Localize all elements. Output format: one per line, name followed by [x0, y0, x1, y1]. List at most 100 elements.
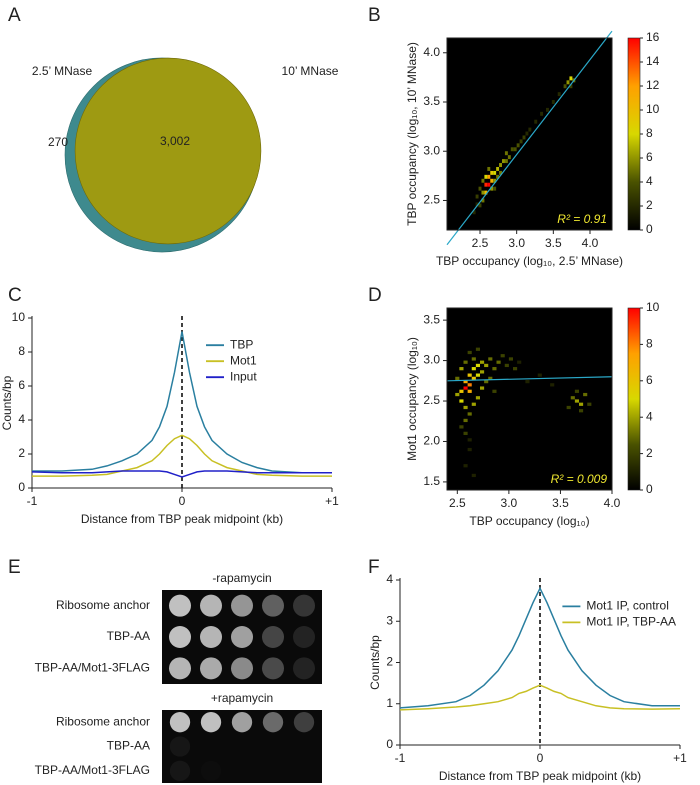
density-cell: [455, 392, 460, 397]
density-cell: [537, 373, 542, 377]
density-cell: [493, 186, 497, 191]
spot: [169, 736, 191, 757]
density-cell: [481, 178, 485, 183]
density-cell: [490, 186, 494, 191]
series-line: [31, 470, 332, 478]
density-cell: [550, 383, 555, 387]
density-cell: [557, 92, 561, 97]
density-cell: [475, 396, 480, 400]
x-tick-label: 3.0: [501, 496, 518, 510]
y-axis-label: Mot1 occupancy (log₁₀): [405, 337, 419, 461]
density-cell: [475, 373, 480, 377]
colorbar-tick-label: 0: [646, 482, 653, 496]
density-cell: [478, 186, 482, 191]
density-cell: [475, 363, 480, 368]
x-tick-label: -1: [27, 494, 38, 508]
series-line: [32, 434, 332, 477]
density-cell: [510, 147, 514, 152]
spot: [262, 712, 284, 733]
spot: [169, 760, 191, 781]
density-cell: [484, 190, 488, 195]
colorbar-tick-label: 6: [646, 373, 653, 387]
colorbar-tick-label: 8: [646, 126, 653, 140]
y-tick-label: 2.0: [423, 434, 440, 448]
x-tick-label: 0: [537, 751, 544, 765]
colorbar-tick-label: 16: [646, 30, 660, 44]
y-tick-label: 4.0: [423, 45, 440, 59]
density-cell: [467, 389, 472, 393]
panel-letter: A: [8, 5, 21, 26]
x-tick-label: 3.5: [552, 496, 569, 510]
density-cell: [490, 170, 494, 175]
density-cell: [467, 412, 472, 416]
density-cell: [513, 147, 517, 152]
density-cell: [504, 363, 509, 368]
strain-label: TBP-AA/Mot1-3FLAG: [35, 661, 150, 675]
panel-letter: D: [368, 285, 382, 306]
axes: [31, 316, 332, 489]
density-cell: [475, 194, 479, 199]
density-cell: [519, 139, 523, 144]
x-tick-label: 3.0: [508, 236, 525, 250]
y-tick-label: 2.5: [423, 193, 440, 207]
density-cell: [500, 354, 505, 358]
spot: [231, 594, 253, 617]
plot-frame: [446, 307, 613, 491]
overlap-circle: [74, 57, 262, 245]
density-cell: [455, 376, 460, 380]
set-label: 2.5’ MNase: [32, 64, 93, 78]
density-cell: [496, 166, 500, 171]
spot: [231, 626, 253, 648]
y-tick-label: 3.0: [423, 353, 440, 367]
density-cell: [488, 376, 493, 380]
density-cell: [507, 155, 511, 160]
fit-line: [446, 30, 613, 246]
density-cell: [522, 135, 526, 140]
density-cell: [499, 163, 502, 167]
density-cell: [471, 473, 476, 478]
y-tick-label: 0: [18, 480, 25, 494]
density-cell: [551, 100, 555, 104]
density-cell: [566, 80, 570, 85]
x-axis-label: Distance from TBP peak midpoint (kb): [439, 769, 641, 783]
colorbar-tick-label: 12: [646, 78, 660, 92]
density-cell: [459, 399, 464, 403]
y-tick-label: 1.5: [423, 474, 440, 488]
density-cell: [587, 402, 592, 406]
series-line: [32, 331, 332, 474]
x-tick-label: +1: [325, 494, 339, 508]
strain-label: TBP-AA/Mot1-3FLAG: [35, 763, 150, 777]
x-tick-label: 2.5: [449, 496, 466, 510]
y-axis-label: Counts/bp: [0, 375, 14, 430]
spot: [293, 657, 315, 680]
legend-label: Mot1 IP, control: [586, 599, 669, 613]
density-cell: [496, 174, 500, 179]
y-axis-label: TBP occupancy (log₁₀, 10’ MNase): [405, 42, 419, 226]
axes: [399, 578, 680, 746]
spot: [200, 594, 222, 617]
density-cell: [502, 159, 505, 164]
density-cell: [480, 360, 485, 364]
x-tick-label: +1: [673, 751, 687, 765]
colorbar-tick-label: 4: [646, 174, 653, 188]
density-cell: [513, 367, 518, 371]
density-cell: [463, 405, 468, 410]
spot: [262, 594, 284, 617]
x-tick-label: 2.5: [472, 236, 489, 250]
density-cell: [574, 389, 579, 393]
y-tick-label: 6: [18, 378, 25, 392]
density-cell: [487, 174, 491, 179]
density-cell: [569, 84, 573, 89]
fit-line: [446, 376, 613, 382]
condition-title: -rapamycin: [212, 571, 271, 585]
spot: [262, 657, 284, 680]
density-cell: [517, 360, 522, 364]
region-count: 270: [48, 135, 68, 149]
density-cell: [579, 402, 584, 406]
strain-label: Ribosome anchor: [56, 714, 150, 728]
set-label: 10’ MNase: [282, 64, 339, 78]
density-cell: [459, 389, 464, 393]
panel-letter: F: [368, 557, 380, 578]
y-tick-label: 2: [386, 655, 393, 669]
